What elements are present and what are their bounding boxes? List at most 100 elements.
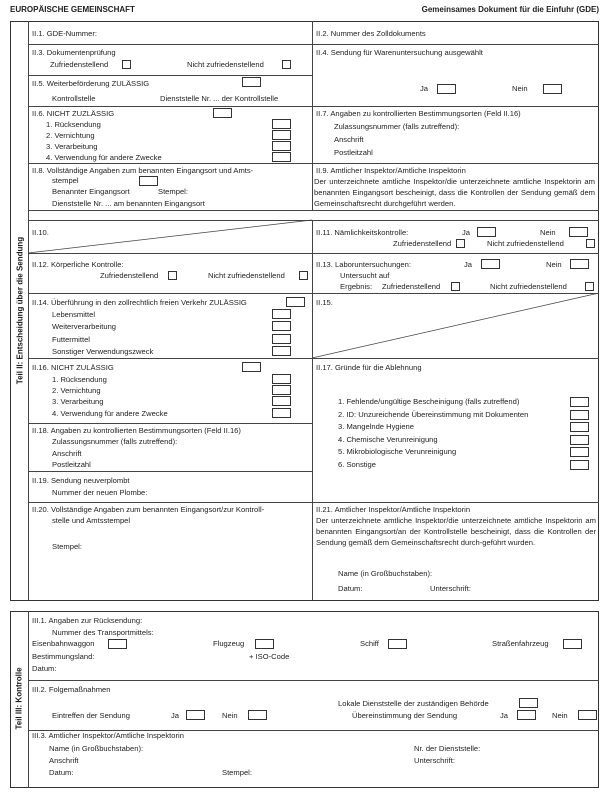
checkbox-ii12-ok[interactable]	[168, 271, 177, 280]
checkbox-ii16[interactable]	[242, 362, 261, 372]
checkbox-plane[interactable]	[255, 639, 274, 649]
checkbox-ii13-yes[interactable]	[481, 259, 500, 269]
label: Benannter Eingangsort	[52, 187, 130, 196]
checkbox-ii14[interactable]	[286, 297, 305, 307]
label: Zufriedenstellend	[50, 60, 109, 69]
label: Flugzeug	[213, 639, 245, 648]
label: Anschrift	[334, 135, 364, 144]
checkbox-ii6-4[interactable]	[272, 152, 291, 162]
checkbox-ii17-3[interactable]	[570, 422, 589, 432]
divider	[28, 502, 599, 503]
field-ii9-title: II.9. Amtlicher Inspektor/Amtliche Inspe…	[316, 166, 466, 175]
checkbox-ii14-2[interactable]	[272, 321, 291, 331]
label: Ja	[171, 711, 180, 720]
checkbox-ii11-nok[interactable]	[586, 239, 595, 248]
field-ii11-title: II.11. Nämlichkeitskontrolle:	[316, 228, 409, 237]
field-ii16-title: II.16. NICHT ZULÄSSIG	[32, 363, 114, 372]
checkbox-ii6-3[interactable]	[272, 141, 291, 151]
checkbox-ii11-yes[interactable]	[477, 227, 496, 237]
label: Datum:	[49, 768, 74, 777]
label: 2. Vernichtung	[52, 386, 101, 395]
checkbox-ii4-no[interactable]	[543, 84, 562, 94]
label: Unterschrift:	[414, 756, 455, 765]
checkbox-ii16-1[interactable]	[272, 374, 291, 384]
divider	[28, 680, 599, 681]
field-ii2: II.2. Nummer des Zolldokuments	[316, 29, 426, 38]
label: Ja	[464, 260, 473, 269]
label: Ja	[462, 228, 471, 237]
checkbox-ship[interactable]	[388, 639, 407, 649]
field-ii9-text: Der unterzeichnete amtliche Inspektor/di…	[314, 177, 595, 208]
field-ii3-title: II.3. Dokumentenprüfung	[32, 48, 116, 57]
label: Name (in Großbuchstaben):	[338, 569, 433, 578]
checkbox-ii14-4[interactable]	[272, 346, 291, 356]
checkbox-ii17-1[interactable]	[570, 397, 589, 407]
checkbox-match-yes[interactable]	[517, 710, 536, 720]
checkbox-ii6-1[interactable]	[272, 119, 291, 129]
label: Weiterverarbeitung	[52, 322, 117, 331]
checkbox-ii8[interactable]	[139, 176, 158, 186]
checkbox-arrival-yes[interactable]	[186, 710, 205, 720]
checkbox-arrival-no[interactable]	[248, 710, 267, 720]
checkbox-ii14-3[interactable]	[272, 334, 291, 344]
checkbox-ii4-yes[interactable]	[437, 84, 456, 94]
label: 1. Rücksendung	[52, 375, 107, 384]
label: Zulassungsnummer (falls zutreffend):	[334, 122, 460, 131]
field-ii21-title: II.21. Amtlicher Inspektor/Amtliche Insp…	[316, 505, 471, 514]
checkbox-ii13-ok[interactable]	[451, 282, 460, 291]
checkbox-ii17-6[interactable]	[570, 460, 589, 470]
checkbox-ii5[interactable]	[242, 77, 261, 87]
label: Datum:	[32, 664, 57, 673]
label: Anschrift	[49, 756, 79, 765]
checkbox-ii13-no[interactable]	[570, 259, 589, 269]
field-iii1-title: III.1. Angaben zur Rücksendung:	[32, 616, 143, 625]
checkbox-rail[interactable]	[108, 639, 127, 649]
field-ii17-title: II.17. Gründe für die Ablehnung	[316, 363, 422, 372]
checkbox-local-authority[interactable]	[519, 698, 538, 708]
checkbox-ii14-1[interactable]	[272, 309, 291, 319]
field-ii10: II.10.	[32, 228, 49, 237]
checkbox-ii11-no[interactable]	[569, 227, 588, 237]
checkbox-ii6[interactable]	[213, 108, 232, 118]
checkbox-ii16-4[interactable]	[272, 408, 291, 418]
field-iii3-title: III.3. Amtlicher Inspektor/Amtliche Insp…	[32, 731, 184, 740]
label: Ja	[420, 84, 429, 93]
checkbox-ii11-ok[interactable]	[456, 239, 465, 248]
checkbox-match-no[interactable]	[578, 710, 597, 720]
divider	[312, 21, 313, 210]
label: 4. Verwendung für andere Zwecke	[52, 409, 168, 418]
divider	[28, 75, 312, 76]
checkbox-ii12-nok[interactable]	[299, 271, 308, 280]
checkbox-ii17-2[interactable]	[570, 410, 589, 420]
label: 2. Vernichtung	[46, 131, 95, 140]
checkbox-ii3-nok[interactable]	[282, 60, 291, 69]
label: Nein	[552, 711, 568, 720]
label: Nein	[512, 84, 528, 93]
label: Nein	[222, 711, 238, 720]
field-ii18-title: II.18. Angaben zu kontrollierten Bestimm…	[32, 426, 241, 435]
label: Zufriedenstellend	[382, 282, 441, 291]
label: Übereinstimmung der Sendung	[352, 711, 458, 720]
label: 1. Fehlende/ungültige Bescheinigung (fal…	[338, 397, 520, 406]
part3-frame	[10, 611, 599, 788]
label: 2. ID: Unzureichende Übereinstimmung mit…	[338, 410, 529, 419]
checkbox-ii17-4[interactable]	[570, 435, 589, 445]
checkbox-ii16-3[interactable]	[272, 396, 291, 406]
field-ii1: II.1. GDE-Nummer:	[32, 29, 97, 38]
label: Zulassungsnummer (falls zutreffend):	[52, 437, 178, 446]
checkbox-ii6-2[interactable]	[272, 130, 291, 140]
label: Nein	[540, 228, 556, 237]
label: Ergebnis:	[340, 282, 373, 291]
checkbox-ii13-nok[interactable]	[585, 282, 594, 291]
field-ii20-title: II.20. Vollständige Angaben zum benannte…	[32, 505, 265, 514]
label: Anschrift	[52, 449, 82, 458]
checkbox-road[interactable]	[563, 639, 582, 649]
label: Sonstiger Verwendungszweck	[52, 347, 154, 356]
label: Dienststelle Nr. ... der Kontrollstelle	[160, 94, 279, 103]
checkbox-ii17-5[interactable]	[570, 447, 589, 457]
header-right: Gemeinsames Dokument für die Einfuhr (GD…	[421, 5, 599, 14]
label: Eintreffen der Sendung	[52, 711, 130, 720]
checkbox-ii3-ok[interactable]	[122, 60, 131, 69]
label: Schiff	[360, 639, 379, 648]
checkbox-ii16-2[interactable]	[272, 385, 291, 395]
